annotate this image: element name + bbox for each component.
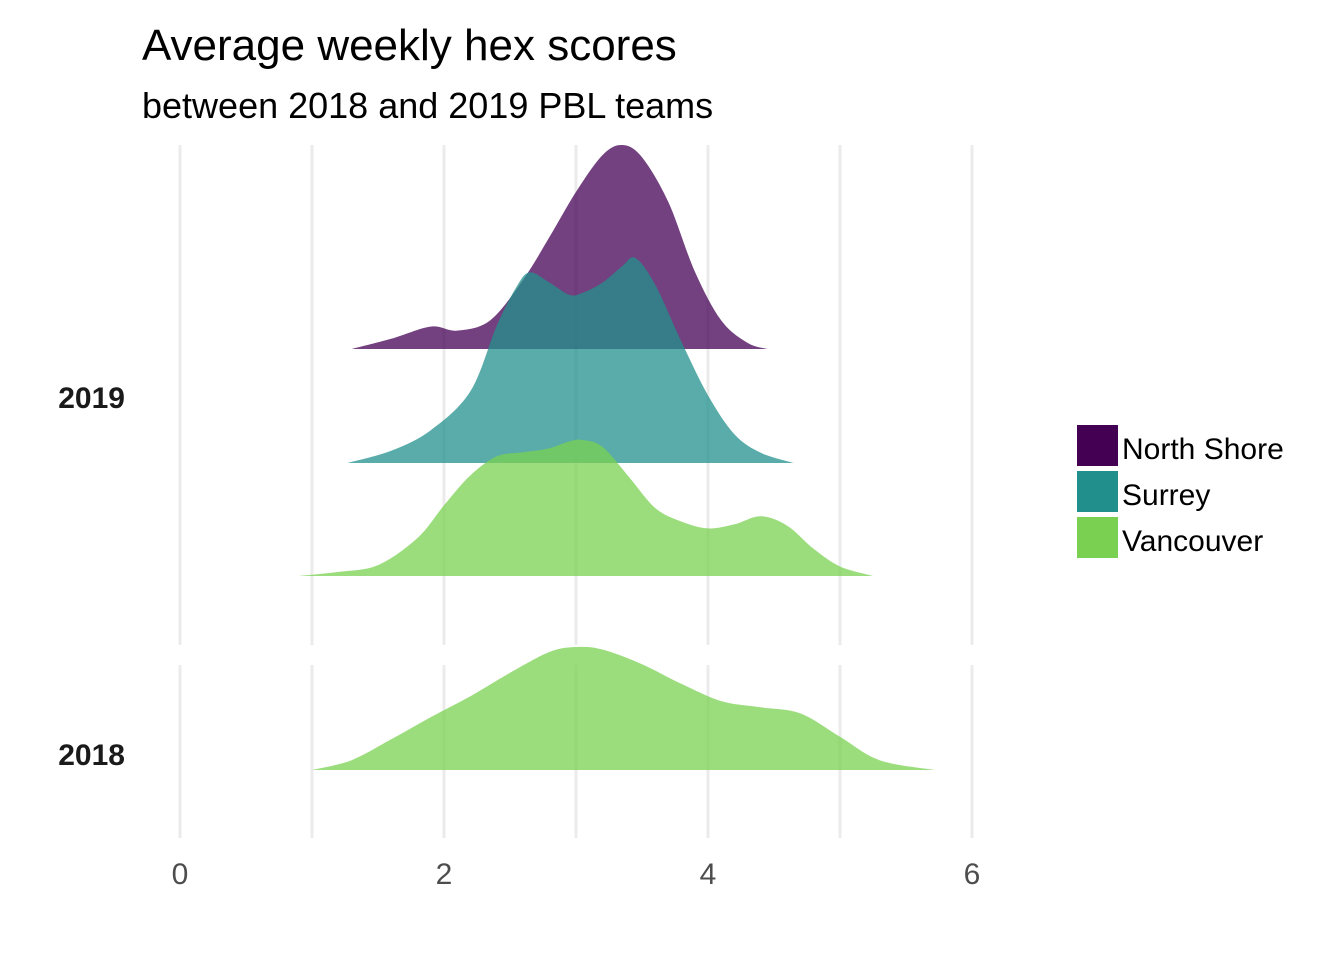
ridge-2018-vancouver	[312, 646, 935, 770]
x-tick-label: 4	[700, 858, 717, 891]
ridge-2019-surrey	[347, 257, 794, 463]
ridge-2019-north-shore	[351, 144, 768, 349]
x-tick-label: 2	[436, 858, 453, 891]
legend-label-surrey: Surrey	[1122, 479, 1210, 512]
year-label-2019: 2019	[58, 382, 125, 415]
ridge-2019-vancouver	[298, 439, 873, 576]
legend-label-vancouver: Vancouver	[1122, 525, 1263, 558]
chart-title: Average weekly hex scores	[142, 21, 677, 70]
legend-swatch-surrey	[1077, 471, 1118, 512]
chart-subtitle: between 2018 and 2019 PBL teams	[142, 85, 713, 126]
legend: North Shore Surrey Vancouver	[1077, 425, 1284, 558]
density-ridges	[298, 144, 935, 770]
legend-swatch-north-shore	[1077, 425, 1118, 466]
x-axis-tick-labels: 0 2 4 6	[172, 858, 981, 891]
legend-swatch-vancouver	[1077, 517, 1118, 558]
legend-label-north-shore: North Shore	[1122, 433, 1284, 466]
x-tick-label: 6	[964, 858, 981, 891]
year-label-2018: 2018	[58, 739, 125, 772]
x-tick-label: 0	[172, 858, 189, 891]
